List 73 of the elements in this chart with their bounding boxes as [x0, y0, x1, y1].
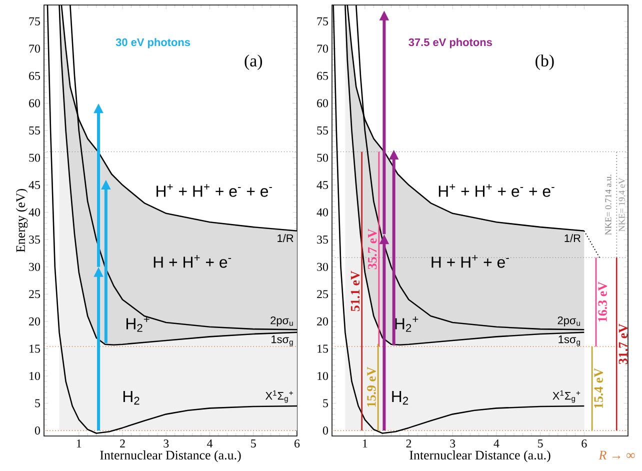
y-tick-label: 15 — [30, 344, 40, 353]
y-axis-title: Energy (eV) — [16, 189, 28, 252]
y-tick-label: 55 — [317, 126, 328, 134]
y-tick-label: 30 — [317, 262, 328, 271]
x-tick-label: 1 — [76, 440, 82, 448]
y-tick-label: 10 — [318, 372, 328, 380]
x-tick-label: 1 — [362, 440, 368, 448]
y-tick-label: 35 — [317, 236, 328, 244]
x-tick-label: 6 — [582, 440, 587, 448]
annotation: (b) — [536, 54, 554, 70]
text: 15.4 eV — [594, 368, 603, 408]
y-tick-label: 45 — [28, 181, 40, 190]
x-tick-label: 5 — [251, 440, 256, 448]
annotation: H$_{2}$ — [392, 391, 408, 405]
annotation: H$_{2}$ — [123, 391, 140, 405]
annotation: H$^{+}$ + H$^{+}$ + e$^{-}$ + e$^{-}$ — [156, 184, 272, 197]
annotation: (a) — [244, 54, 262, 70]
text: NKE= 19.4 eV — [618, 178, 625, 232]
x-axis-title: Internuclear Distance (a.u.) — [410, 450, 550, 462]
y-tick-label: 20 — [29, 317, 40, 326]
y-tick-label: 25 — [29, 290, 40, 298]
y-tick-label: 0 — [322, 426, 328, 435]
y-tick-label: 20 — [317, 317, 328, 326]
annotation: NKE= 0.714 a.u. — [605, 174, 612, 235]
y-tick-label: 35 — [29, 236, 40, 244]
x-tick-label: 4 — [494, 440, 500, 448]
y-tick-label: 50 — [29, 154, 40, 162]
x-tick-label: 5 — [538, 440, 543, 448]
series-label: 1/R — [278, 234, 294, 242]
y-tick-label: 70 — [29, 44, 40, 53]
annotation: H + H$^{+}$ + e$^{-}$ — [432, 255, 509, 268]
annotation: 30 eV photons — [116, 38, 190, 48]
x-tick-label: 6 — [294, 440, 300, 448]
y-tick-label: 65 — [29, 72, 40, 80]
text: 51.1 eV — [350, 270, 360, 312]
series-label: 1sσ$_{g}$ — [272, 336, 293, 346]
y-tick-label: 40 — [316, 208, 328, 216]
y-tick-label: 25 — [317, 290, 328, 298]
y-tick-label: 5 — [323, 399, 328, 408]
y-tick-label: 40 — [28, 208, 40, 216]
series-label: 2pσ$_{u}$ — [558, 316, 580, 326]
y-tick-label: 75 — [317, 17, 328, 26]
x-tick-label: 2 — [406, 440, 412, 448]
text: R → ∞ — [598, 450, 635, 460]
y-tick-label: 50 — [317, 154, 328, 162]
y-tick-label: 30 — [29, 262, 40, 271]
y-tick-label: 5 — [35, 399, 40, 408]
series-label: 2pσ$_{u}$ — [270, 316, 293, 326]
x-tick-label: 3 — [164, 440, 169, 448]
text: 31.7 eV — [618, 324, 628, 364]
series-label: 1/R — [564, 234, 580, 242]
y-tick-label: 15 — [318, 344, 328, 353]
text: 16.3 eV — [598, 282, 607, 322]
annotation: 37.5 eV photons — [408, 38, 492, 48]
text: 15.9 eV — [367, 366, 376, 407]
text: 35.7 eV — [368, 228, 377, 270]
y-tick-label: 60 — [317, 99, 328, 108]
y-tick-label: 55 — [29, 126, 40, 134]
x-tick-label: 4 — [207, 440, 213, 448]
y-tick-label: 60 — [29, 99, 40, 108]
annotation: H$^{+}$ + H$^{+}$ + e$^{-}$ + e$^{-}$ — [438, 184, 554, 197]
y-tick-label: 65 — [317, 72, 328, 80]
series-label: 1sσ$_{g}$ — [558, 336, 580, 346]
y-tick-label: 70 — [317, 44, 328, 53]
x-axis-title: Internuclear Distance (a.u.) — [100, 450, 241, 462]
y-tick-label: 75 — [29, 17, 40, 26]
y-tick-label: 0 — [34, 426, 40, 435]
annotation: H$_{2}$+ — [395, 316, 418, 332]
y-tick-label: 10 — [30, 372, 40, 380]
x-tick-label: 3 — [450, 440, 456, 448]
y-tick-label: 45 — [316, 181, 328, 190]
x-tick-label: 2 — [120, 440, 125, 448]
annotation: H + H$^{+}$ + e$^{-}$ — [154, 255, 232, 268]
